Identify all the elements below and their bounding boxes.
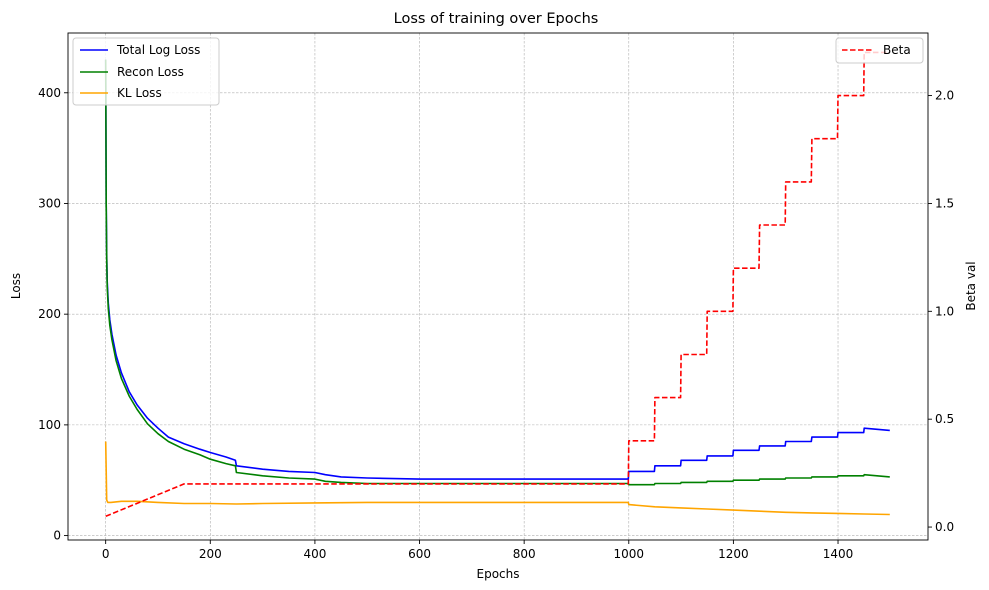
series-line-total-log-loss bbox=[104, 59, 890, 480]
y-tick-label: 300 bbox=[38, 196, 61, 210]
legend-label-kl-loss: KL Loss bbox=[117, 86, 162, 100]
y2-tick-label: 0.5 bbox=[935, 412, 954, 426]
series-layer bbox=[104, 51, 890, 518]
x-axis-title: Epochs bbox=[477, 567, 520, 581]
y2-tick-label: 0.0 bbox=[935, 520, 954, 534]
series-line-kl-loss bbox=[104, 441, 890, 516]
y2-tick-label: 1.0 bbox=[935, 304, 954, 318]
y-tick-label: 200 bbox=[38, 307, 61, 321]
series-line-beta bbox=[105, 51, 890, 518]
x-tick-label: 0 bbox=[102, 547, 110, 561]
y2-tick-label: 1.5 bbox=[935, 196, 954, 210]
plot-frame bbox=[67, 32, 929, 541]
y-axis-title: Loss bbox=[9, 273, 23, 299]
legend-label-total-log-loss: Total Log Loss bbox=[116, 43, 200, 57]
legend-label-recon-loss: Recon Loss bbox=[117, 65, 184, 79]
legend-right-box bbox=[835, 37, 924, 64]
x-tick-label: 1000 bbox=[614, 547, 645, 561]
x-tick-label: 1400 bbox=[823, 547, 854, 561]
legend-left-box bbox=[72, 37, 220, 106]
y-tick-label: 0 bbox=[53, 529, 61, 543]
x-tick-label: 800 bbox=[513, 547, 536, 561]
x-tick-label: 600 bbox=[408, 547, 431, 561]
y2-tick-label: 2.0 bbox=[935, 89, 954, 103]
x-tick-label: 200 bbox=[199, 547, 222, 561]
chart-title: Loss of training over Epochs bbox=[394, 11, 599, 27]
x-tick-label: 400 bbox=[303, 547, 326, 561]
tick-layer: 0 200 400 600 800 1000 1200 1400 0 100 200 300 400 0.… bbox=[38, 86, 954, 561]
legend-label-beta: Beta bbox=[883, 43, 911, 57]
x-tick-label: 1200 bbox=[718, 547, 749, 561]
y2-axis-title: Beta val bbox=[964, 261, 978, 310]
y-tick-label: 100 bbox=[38, 418, 61, 432]
legend-left: Total Log Loss Recon Loss KL Loss bbox=[72, 37, 220, 106]
y-tick-label: 400 bbox=[38, 86, 61, 100]
legend-right: Beta bbox=[835, 37, 924, 64]
